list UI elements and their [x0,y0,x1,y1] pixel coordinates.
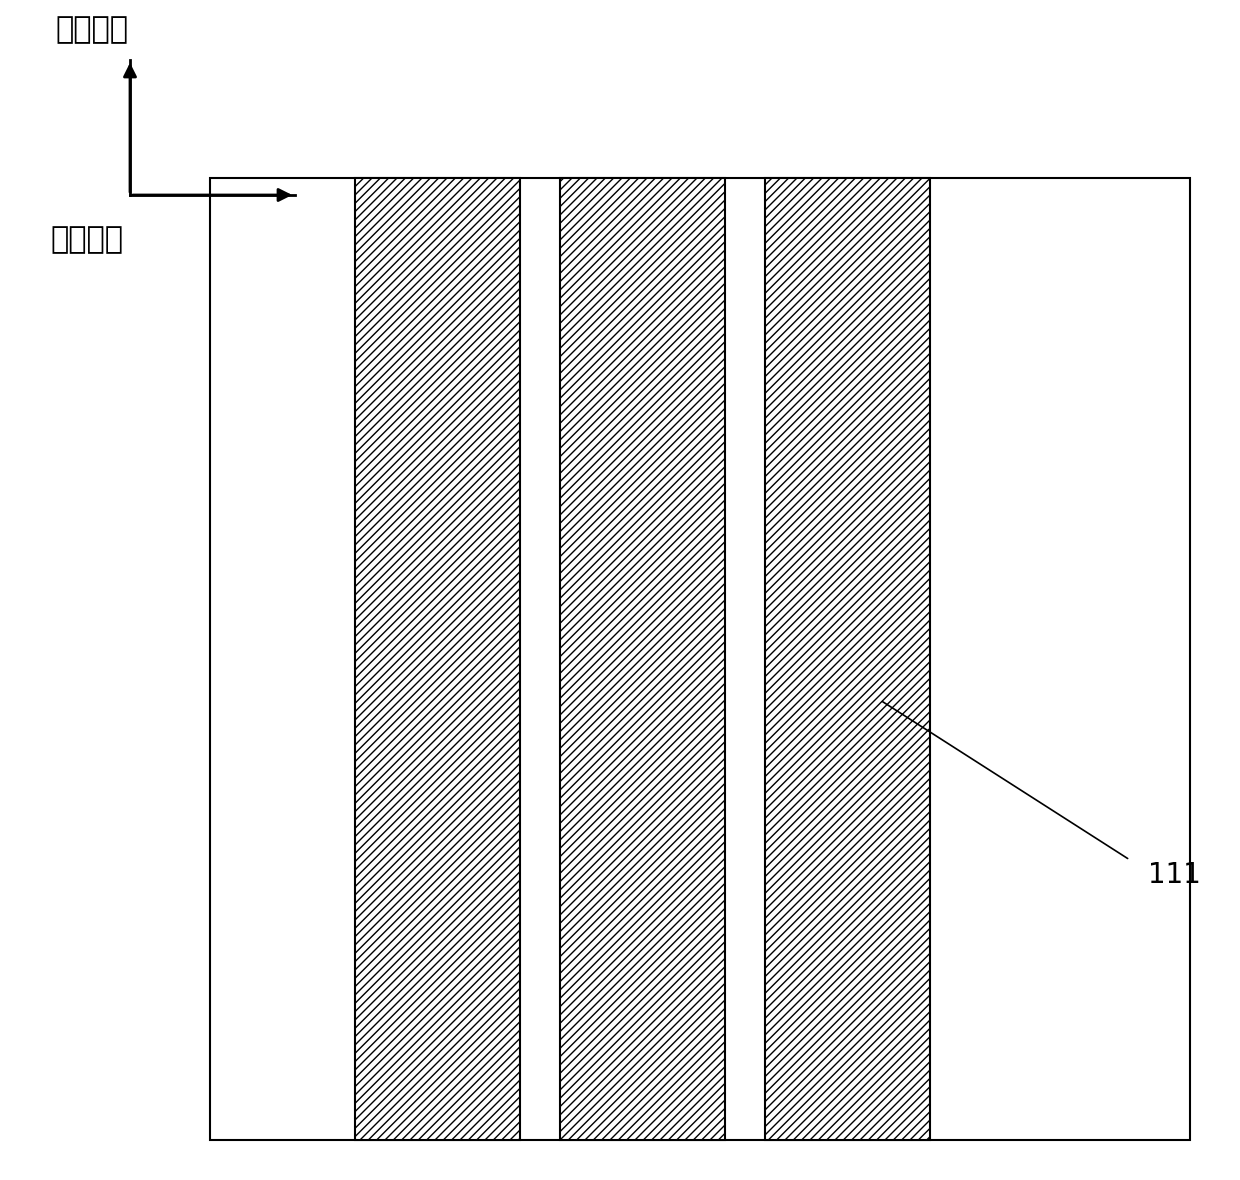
Text: 111: 111 [1148,861,1200,889]
Bar [560,178,725,1140]
Bar [355,178,520,1140]
Bar [210,178,1190,1140]
Bar [765,178,930,1140]
Text: 第一方向: 第一方向 [55,15,128,45]
Text: 第二方向: 第二方向 [50,225,123,255]
